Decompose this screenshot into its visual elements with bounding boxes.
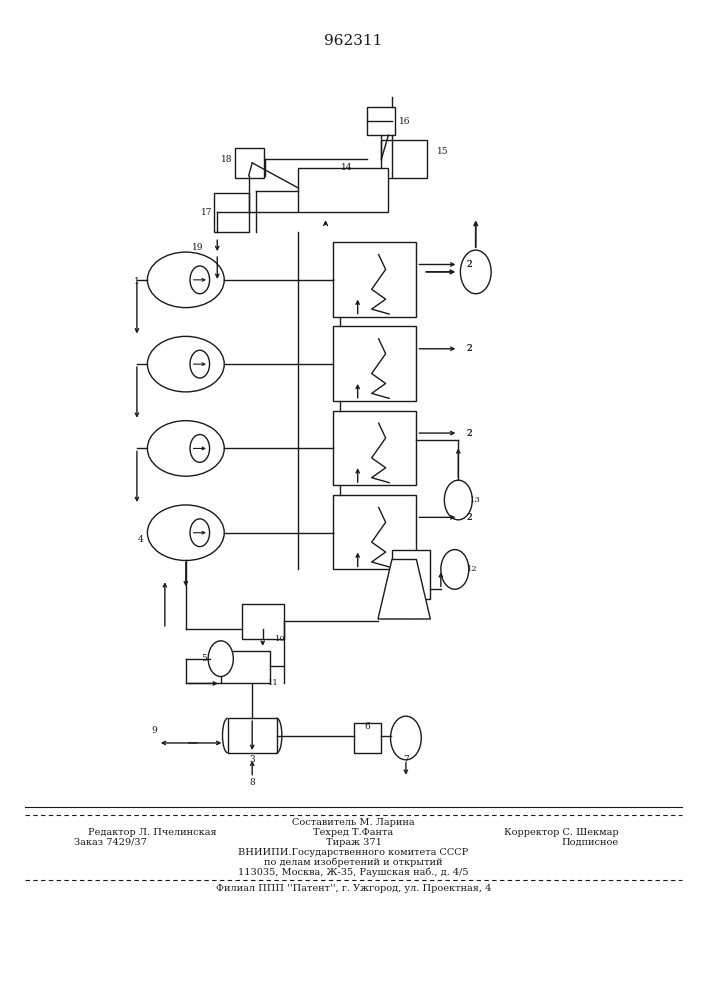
Text: 2: 2 — [466, 513, 472, 522]
Text: 9: 9 — [151, 726, 157, 735]
Text: 2: 2 — [466, 429, 472, 438]
Text: 962311: 962311 — [325, 34, 382, 48]
Ellipse shape — [147, 252, 224, 308]
Circle shape — [444, 480, 472, 520]
Text: 18: 18 — [221, 155, 233, 164]
Bar — [382, 140, 427, 178]
Bar — [228, 718, 276, 753]
Polygon shape — [400, 599, 421, 619]
Text: по делам изобретений и открытий: по делам изобретений и открытий — [264, 857, 443, 867]
Text: Техред Т.Фанта: Техред Т.Фанта — [313, 828, 394, 837]
Text: 16: 16 — [399, 117, 410, 126]
Circle shape — [190, 519, 209, 547]
Polygon shape — [378, 560, 431, 619]
Bar — [332, 242, 416, 317]
Bar — [242, 604, 284, 639]
Text: 17: 17 — [201, 208, 212, 217]
Text: Корректор С. Шекмар: Корректор С. Шекмар — [504, 828, 619, 837]
Bar — [332, 326, 416, 401]
Text: Составитель М. Ларина: Составитель М. Ларина — [292, 818, 415, 827]
Bar — [392, 550, 431, 599]
Text: 4: 4 — [138, 535, 144, 544]
Text: 3: 3 — [250, 755, 255, 764]
Text: 13: 13 — [470, 496, 481, 504]
Circle shape — [460, 250, 491, 294]
Text: 6: 6 — [365, 722, 370, 731]
Bar — [332, 495, 416, 569]
Text: 12: 12 — [467, 565, 478, 573]
Bar — [332, 411, 416, 485]
Text: Тираж 371: Тираж 371 — [325, 838, 382, 847]
Text: 11: 11 — [268, 679, 279, 687]
Text: 113035, Москва, Ж-35, Раушская наб., д. 4/5: 113035, Москва, Ж-35, Раушская наб., д. … — [238, 867, 469, 877]
Text: 1: 1 — [134, 277, 140, 286]
Bar — [214, 193, 249, 232]
Text: Подписное: Подписное — [562, 838, 619, 847]
Text: 15: 15 — [438, 147, 449, 156]
Text: 2: 2 — [466, 260, 472, 269]
Text: 10: 10 — [275, 635, 286, 643]
Circle shape — [190, 266, 209, 294]
Text: 7: 7 — [403, 755, 409, 764]
Bar — [235, 148, 264, 178]
Text: Редактор Л. Пчелинская: Редактор Л. Пчелинская — [88, 828, 216, 837]
Text: 2: 2 — [466, 344, 472, 353]
Text: Филиал ППП ''Патент'', г. Ужгород, ул. Проектная, 4: Филиал ППП ''Патент'', г. Ужгород, ул. П… — [216, 884, 491, 893]
Circle shape — [190, 350, 209, 378]
Circle shape — [208, 641, 233, 677]
Text: ВНИИПИ.Государственного комитета СССР: ВНИИПИ.Государственного комитета СССР — [238, 848, 469, 857]
Bar — [354, 723, 382, 753]
Text: 2: 2 — [466, 513, 472, 522]
Text: 5: 5 — [201, 654, 206, 663]
Ellipse shape — [147, 505, 224, 560]
Text: 14: 14 — [341, 163, 352, 172]
Text: 2: 2 — [466, 344, 472, 353]
Text: 2: 2 — [466, 260, 472, 269]
Text: 8: 8 — [250, 778, 255, 787]
Text: 19: 19 — [192, 243, 204, 252]
Circle shape — [390, 716, 421, 760]
Text: Заказ 7429/37: Заказ 7429/37 — [74, 838, 147, 847]
Bar — [298, 168, 388, 212]
Text: 2: 2 — [466, 429, 472, 438]
Ellipse shape — [147, 421, 224, 476]
Bar — [221, 651, 269, 683]
Circle shape — [441, 550, 469, 589]
Ellipse shape — [147, 336, 224, 392]
Bar — [368, 107, 395, 135]
Circle shape — [190, 435, 209, 462]
